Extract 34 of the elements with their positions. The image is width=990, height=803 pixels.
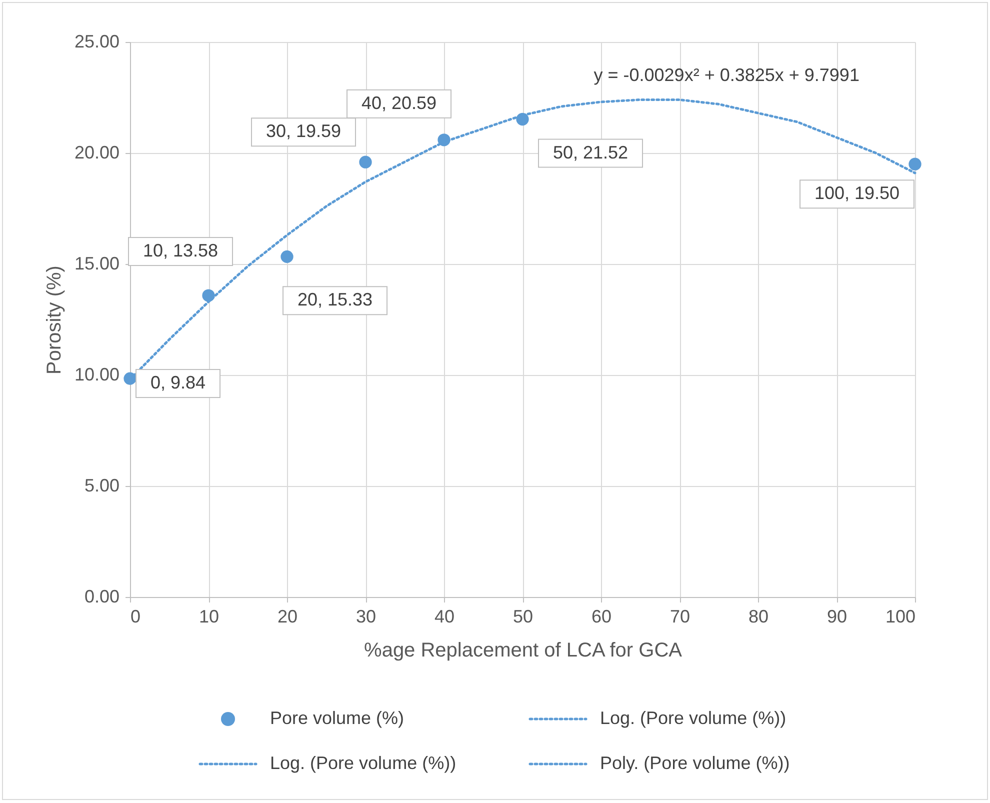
y-axis-title: Porosity (%) bbox=[43, 266, 66, 374]
data-label: 40, 20.59 bbox=[361, 92, 437, 113]
x-tick-label: 40 bbox=[434, 606, 455, 626]
annotation: y = -0.0029x² + 0.3825x + 9.7991 bbox=[594, 65, 860, 85]
legend-label: Pore volume (%) bbox=[270, 708, 404, 729]
x-tick-label: 80 bbox=[748, 606, 769, 626]
point bbox=[908, 158, 922, 170]
legend-label: Poly. (Pore volume (%)) bbox=[600, 753, 790, 774]
x-tick-label: 70 bbox=[670, 606, 690, 626]
legend-label: Log. (Pore volume (%)) bbox=[600, 708, 786, 729]
x-tick-label: 0 bbox=[130, 606, 141, 626]
data-label: 20, 15.33 bbox=[297, 290, 373, 310]
data-label: 100, 19.50 bbox=[814, 183, 900, 204]
x-tick-label: 30 bbox=[356, 606, 376, 626]
x-tick-label: 20 bbox=[277, 606, 298, 626]
y-tick-label: 15.00 bbox=[74, 254, 120, 274]
point bbox=[359, 156, 372, 168]
x-tick-label: 60 bbox=[591, 606, 612, 626]
y-tick-label: 25.00 bbox=[74, 32, 120, 52]
y-tick-label: 0.00 bbox=[84, 586, 120, 606]
data-label: 10, 13.58 bbox=[142, 240, 218, 261]
point bbox=[280, 250, 294, 263]
x-tick-label: 90 bbox=[826, 606, 848, 626]
legend-label: Log. (Pore volume (%)) bbox=[270, 753, 456, 774]
x-tick-label: 10 bbox=[198, 606, 220, 626]
data-label: 30, 19.59 bbox=[266, 121, 342, 142]
x-axis-title: %age Replacement of LCA for GCA bbox=[364, 640, 683, 662]
x-tick-label: 50 bbox=[512, 606, 534, 626]
y-tick-label: 20.00 bbox=[74, 142, 120, 162]
y-tick-label: 5.00 bbox=[84, 476, 120, 496]
data-label: 50, 21.52 bbox=[552, 142, 628, 162]
y-tick-label: 10.00 bbox=[74, 364, 120, 384]
data-label: 0, 9.84 bbox=[150, 372, 206, 393]
x-tick-label: 100 bbox=[885, 606, 916, 626]
